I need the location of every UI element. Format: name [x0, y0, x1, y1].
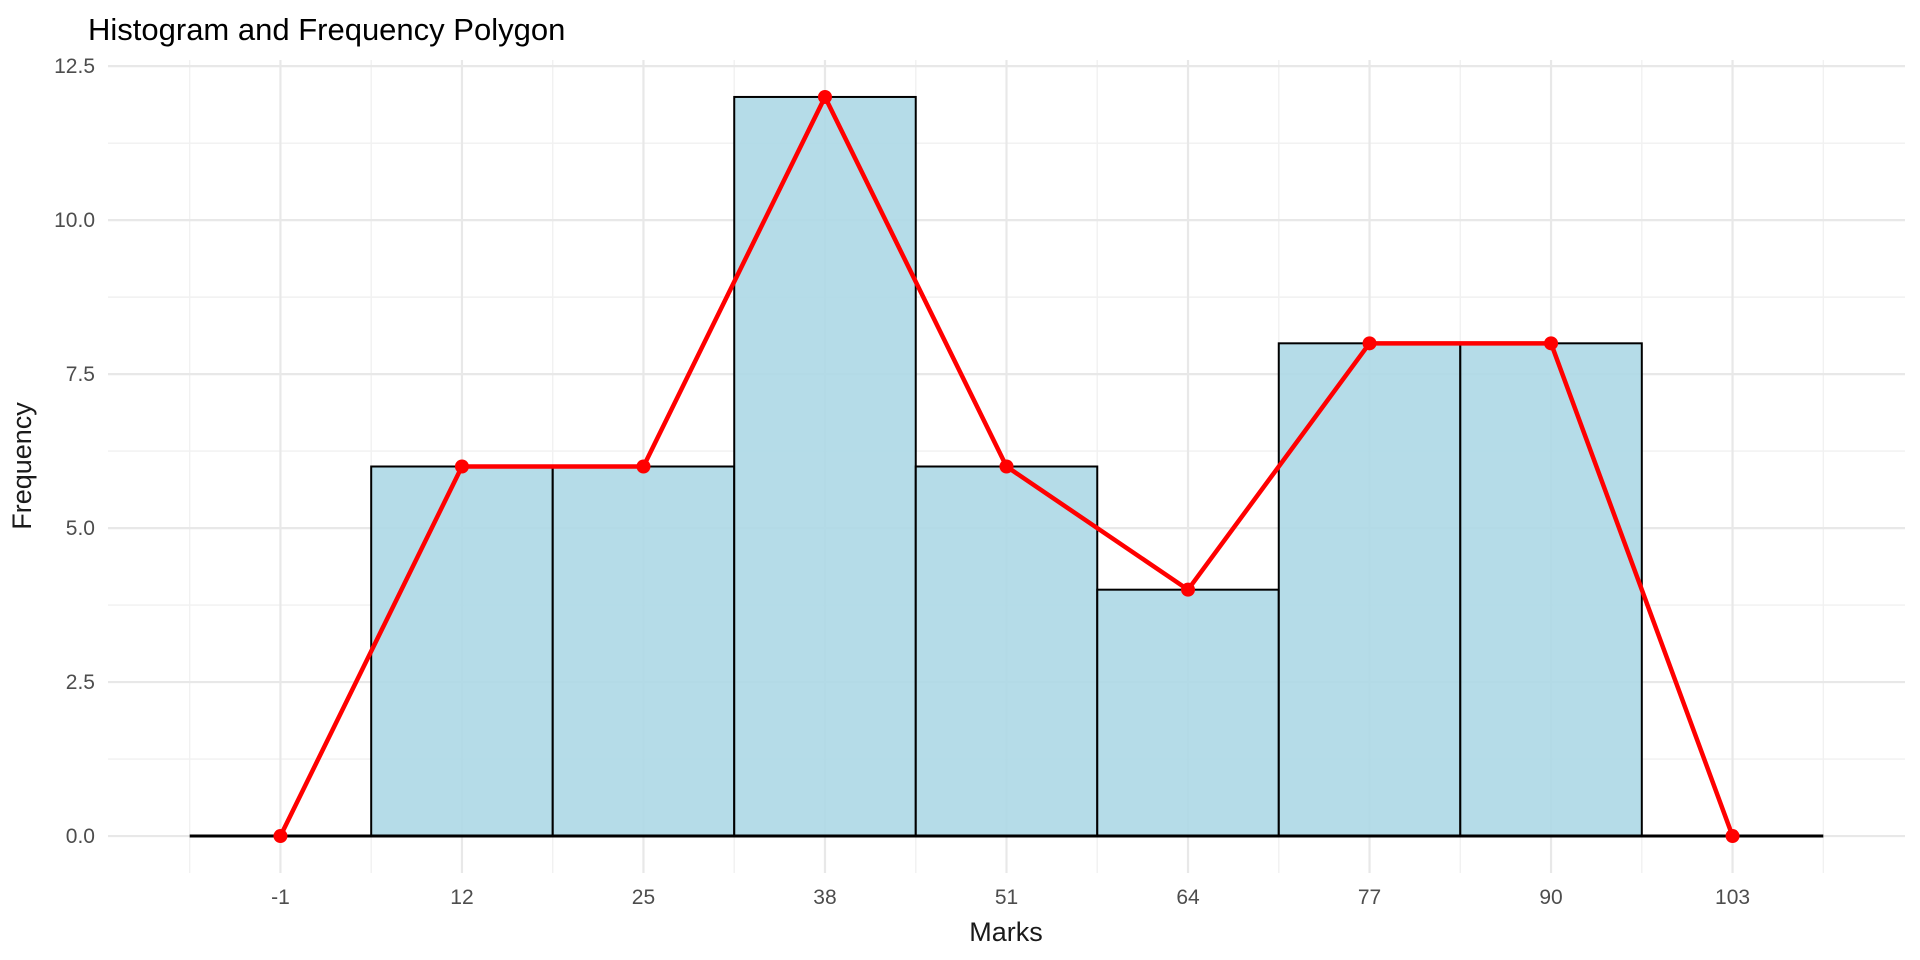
x-tick-label: 103: [1715, 886, 1750, 909]
y-tick-labels: 0.0 2.5 5.0 7.5 10.0 12.5: [54, 55, 95, 848]
y-tick-label: 5.0: [66, 517, 95, 540]
frequency-polygon-point: [636, 459, 651, 474]
x-tick-labels: -1 12 25 38 51 64 77 90 103: [271, 886, 1750, 909]
x-tick-label: 64: [1176, 886, 1200, 909]
histogram-bar: [914, 465, 1099, 838]
histogram-bar: [733, 95, 917, 838]
frequency-polygon-point: [999, 459, 1014, 474]
chart-title: Histogram and Frequency Polygon: [88, 12, 565, 47]
frequency-polygon-point: [1544, 336, 1559, 351]
histogram-bar: [1459, 342, 1643, 838]
y-tick-label: 10.0: [54, 209, 95, 232]
histogram-bar: [551, 465, 736, 838]
y-tick-label: 0.0: [66, 825, 95, 848]
y-tick-label: 7.5: [66, 363, 95, 386]
x-tick-label: 51: [995, 886, 1018, 909]
x-tick-label: 25: [632, 886, 655, 909]
histogram-bars: [370, 95, 1643, 838]
x-tick-label: 38: [813, 886, 836, 909]
y-axis-title: Frequency: [7, 402, 37, 530]
y-tick-label: 2.5: [66, 671, 95, 694]
x-tick-label: 12: [450, 886, 473, 909]
histogram-bar: [1277, 342, 1462, 838]
frequency-polygon-point: [1362, 336, 1377, 351]
frequency-polygon-point: [454, 459, 469, 474]
histogram-bar: [370, 465, 554, 838]
y-tick-label: 12.5: [54, 55, 95, 78]
x-tick-label: 90: [1539, 886, 1562, 909]
frequency-polygon-layer: [273, 89, 1740, 844]
x-axis-title: Marks: [969, 917, 1043, 947]
frequency-polygon-point: [273, 829, 288, 844]
x-tick-label: 77: [1358, 886, 1381, 909]
histogram-bar: [1096, 588, 1280, 838]
frequency-polygon-point: [817, 89, 832, 104]
frequency-polygon-point: [1725, 829, 1740, 844]
x-tick-label: -1: [271, 886, 290, 909]
frequency-polygon-point: [1181, 582, 1196, 597]
